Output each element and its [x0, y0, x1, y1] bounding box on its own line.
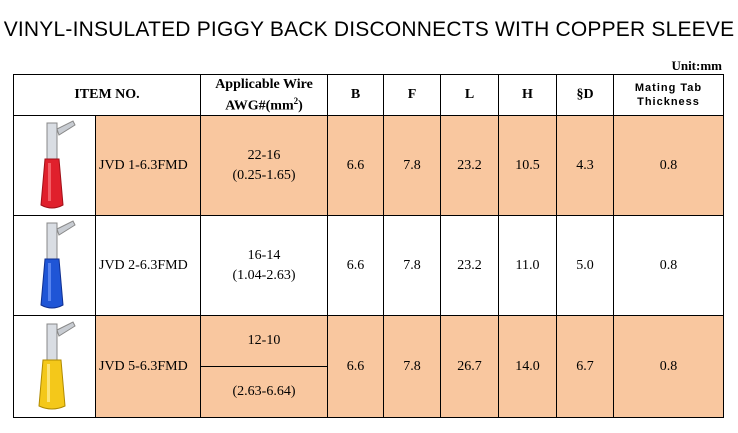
product-image-cell: [13, 115, 96, 216]
header-wire-sup: 2: [293, 95, 299, 106]
spec-table: ITEM NO. Applicable Wire AWG#(mm2) B F L…: [13, 74, 724, 418]
header-applicable-wire: Applicable Wire AWG#(mm2): [200, 74, 328, 116]
h-cell: 10.5: [498, 115, 557, 216]
table-row: JVD 5-6.3FMD 12-10 6.6 7.8 26.7 14.0 6.7…: [13, 315, 724, 418]
awg-value: 16-14: [247, 247, 281, 263]
d-cell: 6.7: [556, 315, 614, 418]
header-b: B: [327, 74, 384, 116]
mating-cell: 0.8: [613, 115, 724, 216]
header-f: F: [383, 74, 441, 116]
d-cell: 4.3: [556, 115, 614, 216]
blue-connector-icon: [39, 219, 76, 308]
l-cell: 23.2: [440, 215, 499, 316]
mm2-value: (0.25-1.65): [232, 167, 296, 183]
product-image-cell: [13, 315, 96, 418]
header-row: ITEM NO. Applicable Wire AWG#(mm2) B F L…: [13, 74, 724, 116]
header-wire-close: ): [298, 98, 303, 114]
b-cell: 6.6: [327, 315, 384, 418]
header-mating-tab-thickness: Mating Tab Thickness: [613, 74, 724, 116]
mm2-value: (1.04-2.63): [232, 267, 296, 283]
f-cell: 7.8: [383, 315, 441, 418]
f-cell: 7.8: [383, 215, 441, 316]
b-cell: 6.6: [327, 115, 384, 216]
header-wire-line2: AWG#(mm: [225, 98, 294, 114]
h-cell: 14.0: [498, 315, 557, 418]
d-cell: 5.0: [556, 215, 614, 316]
item-no-cell: JVD 5-6.3FMD: [95, 315, 201, 418]
h-cell: 11.0: [498, 215, 557, 316]
header-h: H: [498, 74, 557, 116]
table-row: JVD 1-6.3FMD 22-16 (0.25-1.65) 6.6 7.8 2…: [13, 115, 724, 216]
item-no-cell: JVD 2-6.3FMD: [95, 215, 201, 316]
f-cell: 7.8: [383, 115, 441, 216]
header-l: L: [440, 74, 499, 116]
awg-value: 22-16: [247, 147, 281, 163]
unit-label: Unit:mm: [671, 58, 722, 73]
mm2-cell: (2.63-6.64): [200, 366, 328, 418]
header-d: §D: [556, 74, 614, 116]
wire-cell: 16-14 (1.04-2.63): [200, 215, 328, 316]
red-connector-icon: [39, 119, 76, 208]
page-title: VINYL-INSULATED PIGGY BACK DISCONNECTS W…: [3, 18, 735, 41]
wire-cell: 22-16 (0.25-1.65): [200, 115, 328, 216]
mating-cell: 0.8: [613, 315, 724, 418]
item-no-cell: JVD 1-6.3FMD: [95, 115, 201, 216]
product-image-cell: [13, 215, 96, 316]
table-row: JVD 2-6.3FMD 16-14 (1.04-2.63) 6.6 7.8 2…: [13, 215, 724, 316]
header-wire-line1: Applicable Wire: [215, 76, 313, 92]
header-item-no: ITEM NO.: [13, 74, 201, 116]
header-mating-line2: Thickness: [637, 96, 700, 108]
b-cell: 6.6: [327, 215, 384, 316]
awg-cell: 12-10: [200, 315, 328, 367]
yellow-connector-icon: [37, 320, 76, 409]
l-cell: 26.7: [440, 315, 499, 418]
mating-cell: 0.8: [613, 215, 724, 316]
l-cell: 23.2: [440, 115, 499, 216]
header-mating-line1: Mating Tab: [634, 82, 703, 94]
